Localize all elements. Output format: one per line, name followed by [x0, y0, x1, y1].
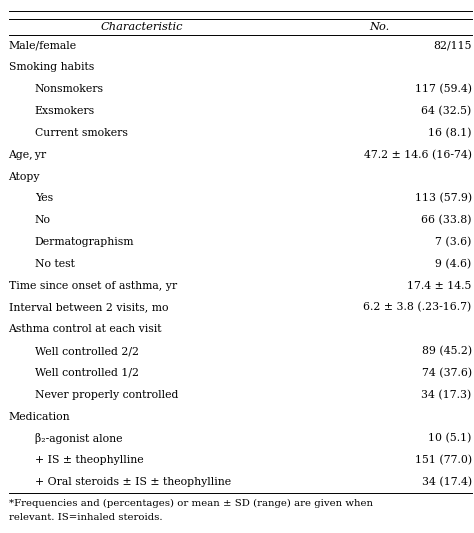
Text: Medication: Medication: [9, 411, 70, 422]
Text: 89 (45.2): 89 (45.2): [421, 346, 472, 356]
Text: β₂-agonist alone: β₂-agonist alone: [35, 433, 122, 444]
Text: Yes: Yes: [35, 193, 53, 204]
Text: 34 (17.3): 34 (17.3): [421, 390, 472, 400]
Text: Nonsmokers: Nonsmokers: [35, 84, 104, 94]
Text: Well controlled 1/2: Well controlled 1/2: [35, 368, 138, 378]
Text: + IS ± theophylline: + IS ± theophylline: [35, 455, 143, 465]
Text: Well controlled 2/2: Well controlled 2/2: [35, 346, 138, 356]
Text: 66 (33.8): 66 (33.8): [421, 215, 472, 225]
Text: 113 (57.9): 113 (57.9): [414, 193, 472, 204]
Text: Characteristic: Characteristic: [101, 22, 183, 31]
Text: relevant. IS=inhaled steroids.: relevant. IS=inhaled steroids.: [9, 513, 162, 521]
Text: 9 (4.6): 9 (4.6): [436, 259, 472, 269]
Text: Exsmokers: Exsmokers: [35, 106, 95, 116]
Text: 82/115: 82/115: [433, 41, 472, 51]
Text: 6.2 ± 3.8 (.23-16.7): 6.2 ± 3.8 (.23-16.7): [364, 302, 472, 313]
Text: 47.2 ± 14.6 (16-74): 47.2 ± 14.6 (16-74): [364, 150, 472, 160]
Text: *Frequencies and (percentages) or mean ± SD (range) are given when: *Frequencies and (percentages) or mean ±…: [9, 499, 373, 508]
Text: 64 (32.5): 64 (32.5): [421, 106, 472, 116]
Text: Time since onset of asthma, yr: Time since onset of asthma, yr: [9, 281, 177, 290]
Text: Male/female: Male/female: [9, 41, 77, 51]
Text: 10 (5.1): 10 (5.1): [428, 433, 472, 443]
Text: Atopy: Atopy: [9, 172, 40, 182]
Text: 151 (77.0): 151 (77.0): [414, 455, 472, 465]
Text: No: No: [35, 215, 51, 225]
Text: Asthma control at each visit: Asthma control at each visit: [9, 324, 162, 334]
Text: + Oral steroids ± IS ± theophylline: + Oral steroids ± IS ± theophylline: [35, 477, 231, 487]
Text: Never properly controlled: Never properly controlled: [35, 390, 178, 400]
Text: No.: No.: [369, 22, 389, 31]
Text: Age, yr: Age, yr: [9, 150, 46, 160]
Text: 17.4 ± 14.5: 17.4 ± 14.5: [407, 281, 472, 290]
Text: Smoking habits: Smoking habits: [9, 62, 94, 72]
Text: 34 (17.4): 34 (17.4): [421, 477, 472, 487]
Text: 7 (3.6): 7 (3.6): [435, 237, 472, 247]
Text: 16 (8.1): 16 (8.1): [428, 128, 472, 138]
Text: Current smokers: Current smokers: [35, 128, 128, 138]
Text: Interval between 2 visits, mo: Interval between 2 visits, mo: [9, 303, 168, 312]
Text: 74 (37.6): 74 (37.6): [421, 368, 472, 378]
Text: No test: No test: [35, 259, 74, 269]
Text: Dermatographism: Dermatographism: [35, 237, 134, 247]
Text: 117 (59.4): 117 (59.4): [415, 84, 472, 94]
